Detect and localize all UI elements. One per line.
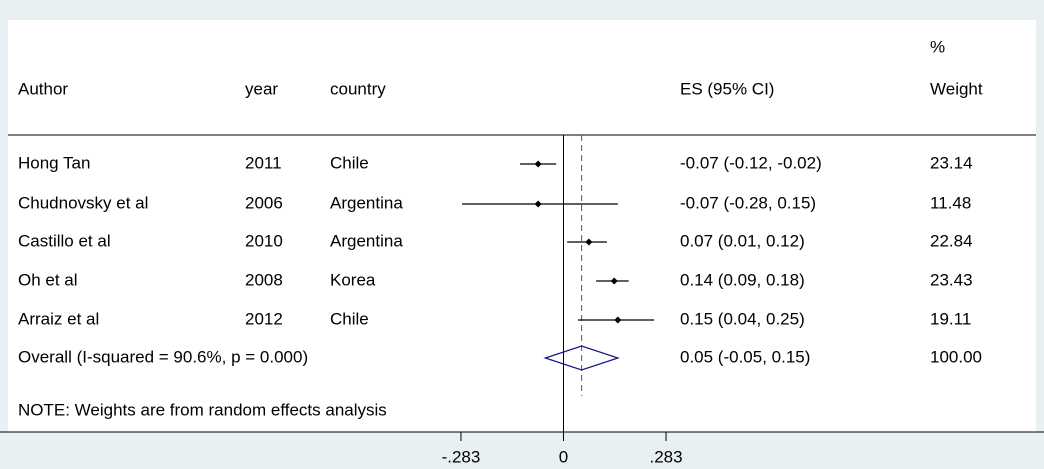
es-label: 0.15 (0.04, 0.25) xyxy=(680,309,805,328)
overall-label: Overall (I-squared = 90.6%, p = 0.000) xyxy=(18,347,308,366)
weight: 23.14 xyxy=(930,153,973,172)
es-label: -0.07 (-0.28, 0.15) xyxy=(680,193,816,212)
header: Author xyxy=(18,79,68,98)
year: 2008 xyxy=(245,270,283,289)
es-label: 0.05 (-0.05, 0.15) xyxy=(680,347,810,366)
author: Arraiz et al xyxy=(18,309,99,328)
weight: 23.43 xyxy=(930,270,973,289)
weight: 100.00 xyxy=(930,347,982,366)
x-tick-label: -.283 xyxy=(442,447,481,466)
es-label: 0.14 (0.09, 0.18) xyxy=(680,270,805,289)
country: Argentina xyxy=(330,231,403,250)
point-estimate xyxy=(534,160,542,168)
point-estimate xyxy=(534,200,542,208)
header: country xyxy=(330,79,386,98)
note: NOTE: Weights are from random effects an… xyxy=(18,400,387,419)
weight: 11.48 xyxy=(930,193,971,212)
point-estimate xyxy=(614,316,622,324)
author: Hong Tan xyxy=(18,153,90,172)
es-label: 0.07 (0.01, 0.12) xyxy=(680,231,805,250)
weight: 22.84 xyxy=(930,231,973,250)
header: % xyxy=(930,37,945,56)
point-estimate xyxy=(610,277,618,285)
author: Oh et al xyxy=(18,270,78,289)
country: Chile xyxy=(330,153,369,172)
header: ES (95% CI) xyxy=(680,79,774,98)
year: 2006 xyxy=(245,193,283,212)
year: 2011 xyxy=(245,153,282,172)
year: 2010 xyxy=(245,231,283,250)
header: year xyxy=(245,79,278,98)
header: Weight xyxy=(930,79,983,98)
es-label: -0.07 (-0.12, -0.02) xyxy=(680,153,822,172)
overall-diamond xyxy=(543,345,620,371)
country: Korea xyxy=(330,270,376,289)
year: 2012 xyxy=(245,309,283,328)
point-estimate xyxy=(585,238,593,246)
country: Chile xyxy=(330,309,369,328)
x-tick-label: 0 xyxy=(559,447,568,466)
weight: 19.11 xyxy=(930,309,971,328)
x-tick-label: .283 xyxy=(649,447,682,466)
author: Chudnovsky et al xyxy=(18,193,148,212)
author: Castillo et al xyxy=(18,231,111,250)
plot-panel xyxy=(8,20,1036,432)
country: Argentina xyxy=(330,193,403,212)
